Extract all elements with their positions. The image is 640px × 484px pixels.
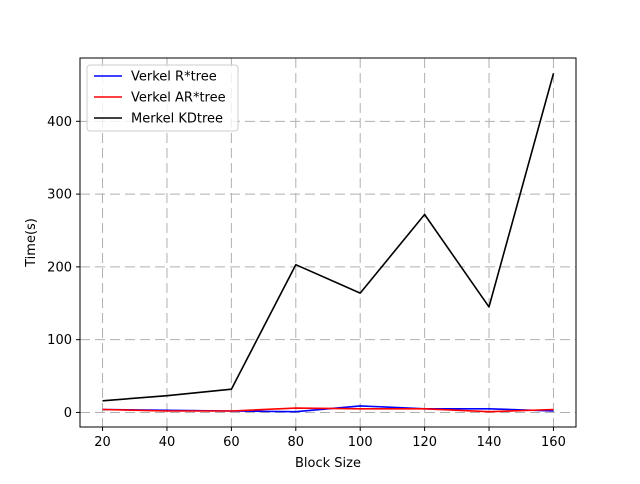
x-tick-label: 40 xyxy=(159,435,176,450)
plot-frame xyxy=(79,57,577,428)
y-tick-label: 400 xyxy=(47,115,72,130)
y-tick-label: 100 xyxy=(47,333,72,348)
x-tick-label: 80 xyxy=(288,435,305,450)
x-tick-label: 60 xyxy=(223,435,240,450)
x-axis: 20 40 60 80 100 120 140 160 xyxy=(94,427,566,450)
series-line-merkel-kdtree xyxy=(102,73,555,402)
legend: Verkel R*tree Verkel AR*tree Merkel KDtree xyxy=(86,64,239,132)
series-lines xyxy=(102,73,555,413)
x-tick-label: 120 xyxy=(412,435,437,450)
y-tick-label: 200 xyxy=(47,260,72,275)
x-axis-label: Block Size xyxy=(295,456,361,471)
x-tick-label: 20 xyxy=(94,435,111,450)
x-tick-label: 140 xyxy=(477,435,502,450)
y-axis: 0 100 200 300 400 xyxy=(47,115,80,421)
legend-box xyxy=(86,64,239,132)
y-tick-label: 300 xyxy=(47,188,72,203)
legend-label: Verkel R*tree xyxy=(131,70,217,85)
x-tick-label: 160 xyxy=(541,435,566,450)
y-axis-label: Time(s) xyxy=(24,218,39,268)
legend-label: Verkel AR*tree xyxy=(131,91,226,106)
legend-label: Merkel KDtree xyxy=(131,112,223,127)
series-line-verkel-ar-tree xyxy=(102,407,554,413)
y-tick-label: 0 xyxy=(64,406,72,421)
x-tick-label: 100 xyxy=(348,435,373,450)
